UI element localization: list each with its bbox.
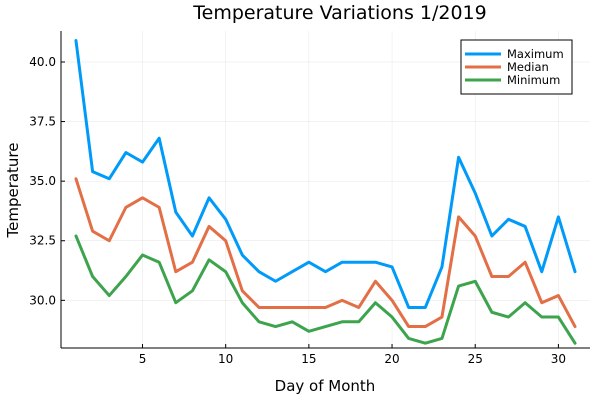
y-axis-ticks: 30.0 32.5 35.0 37.5 40.0 — [29, 55, 65, 307]
x-tick-label: 25 — [468, 352, 483, 366]
x-axis-ticks: 5 10 15 20 25 30 — [139, 344, 566, 366]
y-tick-label: 35.0 — [29, 174, 56, 188]
x-axis-label: Day of Month — [275, 377, 376, 395]
x-tick-label: 20 — [384, 352, 399, 366]
y-axis-label: Temperature — [4, 142, 22, 238]
y-tick-label: 40.0 — [29, 55, 56, 69]
y-tick-label: 37.5 — [29, 115, 56, 129]
y-tick-label: 30.0 — [29, 293, 56, 307]
y-tick-label: 32.5 — [29, 234, 56, 248]
plot-frame — [60, 31, 590, 349]
x-tick-label: 30 — [551, 352, 566, 366]
series-line-minimum — [74, 234, 577, 345]
chart-title: Temperature Variations 1/2019 — [192, 2, 486, 24]
series-line-maximum — [74, 39, 577, 309]
x-tick-label: 15 — [301, 352, 316, 366]
x-tick-label: 5 — [139, 352, 147, 366]
legend-label-minimum: Minimum — [507, 73, 560, 87]
series-line-median — [74, 177, 577, 329]
series-lines — [74, 39, 577, 345]
x-tick-label: 10 — [218, 352, 233, 366]
legend-label-median: Median — [507, 60, 549, 74]
legend-label-maximum: Maximum — [507, 47, 564, 61]
